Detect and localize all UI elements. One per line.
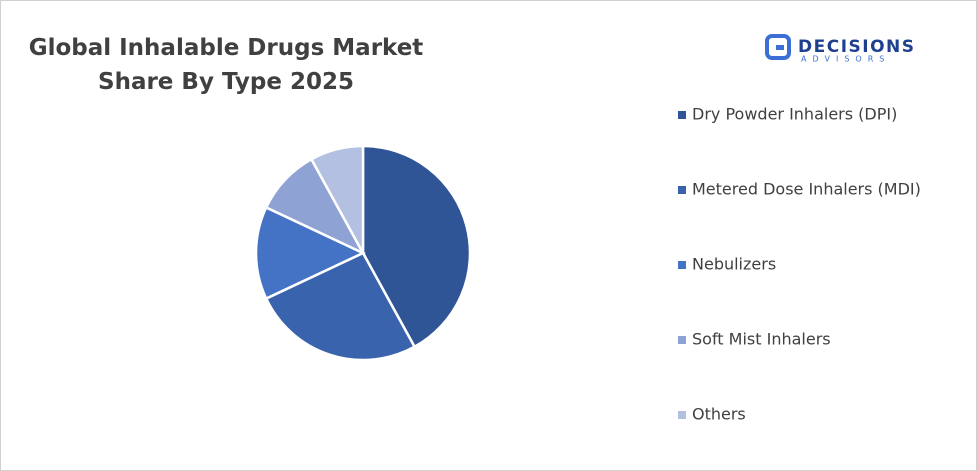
legend-label: Nebulizers [692,255,776,274]
pie-slice [254,205,366,301]
chart-title: Global Inhalable Drugs Market Share By T… [28,35,424,95]
pie-slice [264,251,417,362]
legend-label: Metered Dose Inhalers (MDI) [692,180,921,199]
logo-icon [765,34,791,60]
pie-slice [309,144,365,254]
logo: DECISIONS ADVISORS [765,34,916,64]
legend-swatch [678,336,686,344]
pie-slice [361,144,472,349]
legend-swatch [678,411,686,419]
legend-label: Others [692,405,746,424]
legend-label: Dry Powder Inhalers (DPI) [692,105,897,124]
legend-label: Soft Mist Inhalers [692,330,831,349]
legend-swatch [678,261,686,269]
legend-swatch [678,111,686,119]
legend-swatch [678,186,686,194]
logo-tagline: ADVISORS [801,55,890,64]
logo-name: DECISIONS [798,37,916,57]
logo-icon-bar [776,45,784,50]
